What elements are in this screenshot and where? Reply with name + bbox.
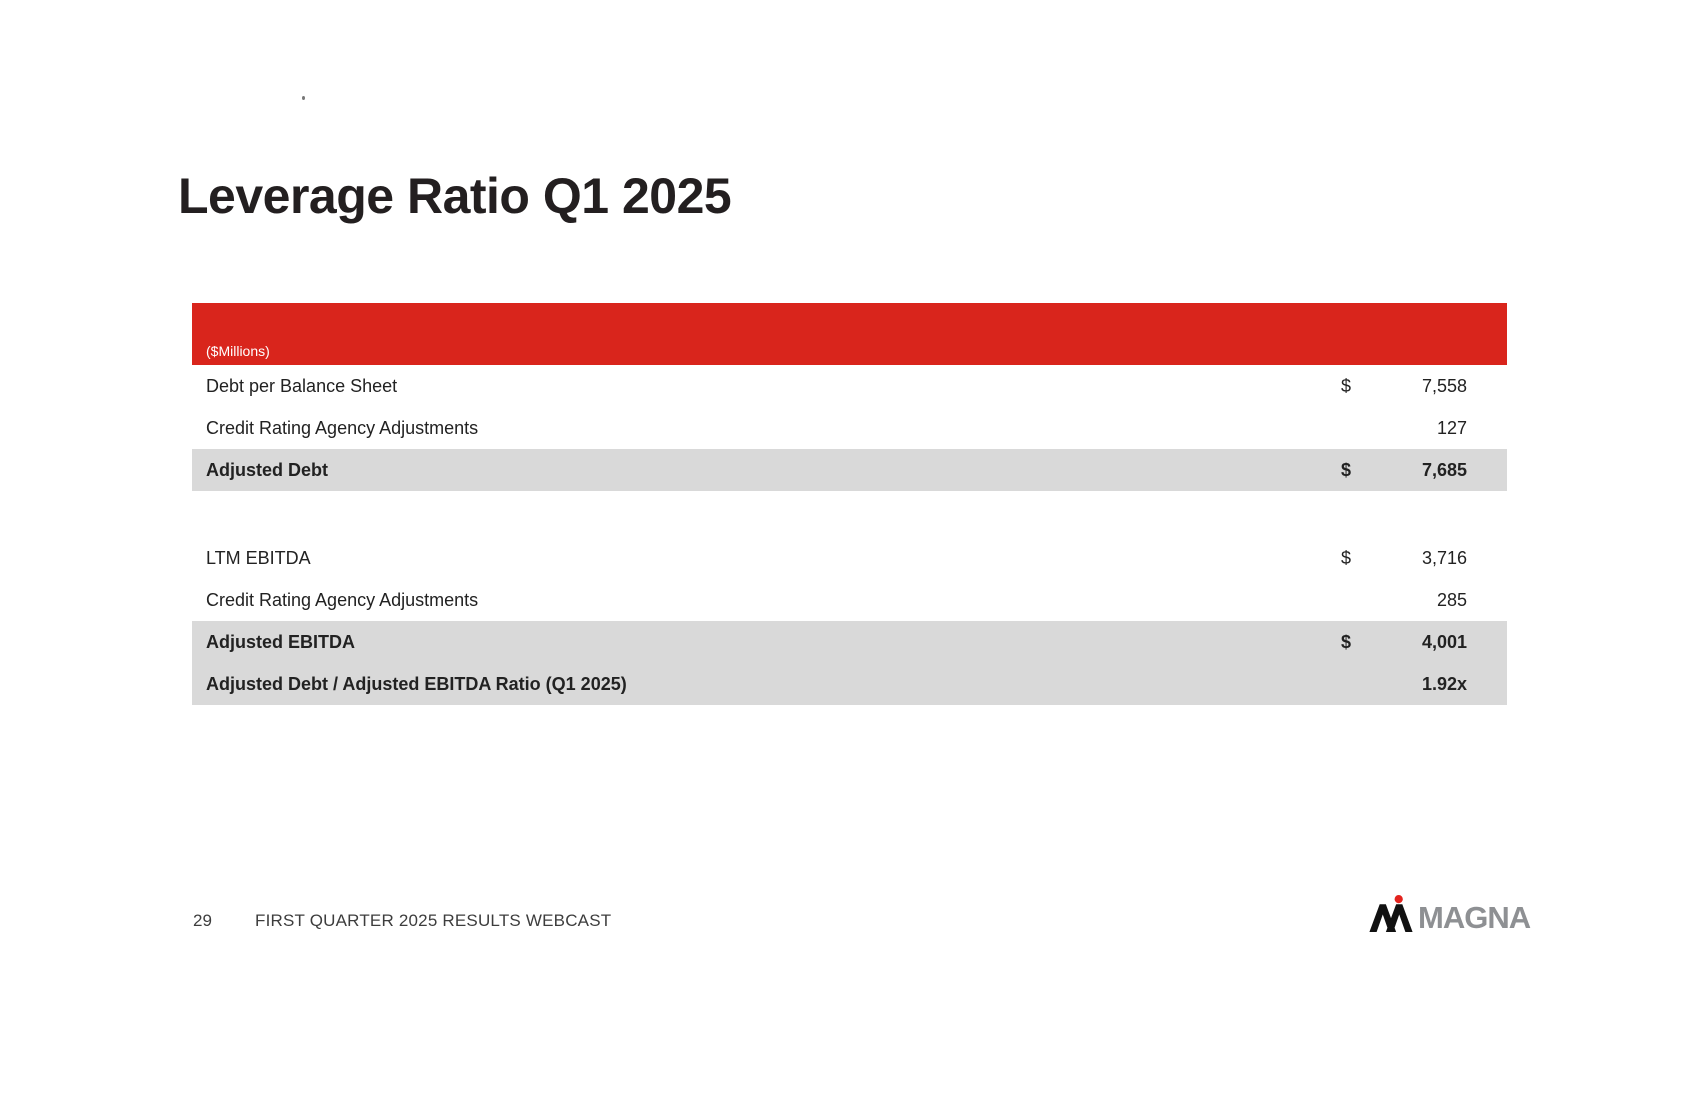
row-label: Credit Rating Agency Adjustments: [206, 417, 479, 438]
row-amount: 285: [1436, 589, 1467, 610]
slide-footer: 29 FIRST QUARTER 2025 RESULTS WEBCAST: [0, 908, 1699, 934]
magna-red-dot: [1394, 895, 1403, 904]
row-amount: 7,685: [1421, 459, 1467, 480]
row-amount: 7,558: [1421, 375, 1467, 396]
table-row: Adjusted Debt / Adjusted EBITDA Ratio (Q…: [192, 663, 1507, 705]
magna-wordmark: MAGNA: [1418, 900, 1531, 936]
slide-title: Leverage Ratio Q1 2025: [178, 168, 732, 224]
row-label: Credit Rating Agency Adjustments: [206, 589, 479, 610]
currency-symbol: $: [1341, 375, 1352, 396]
currency-symbol: $: [1341, 459, 1352, 480]
row-label: Debt per Balance Sheet: [206, 375, 398, 396]
footer-title: FIRST QUARTER 2025 RESULTS WEBCAST: [255, 911, 612, 930]
magna-m-icon: [1369, 895, 1413, 932]
leverage-ratio-table: ($Millions) Debt per Balance Sheet $7,558…: [192, 303, 1507, 705]
row-value-cell: $3,716: [1341, 548, 1467, 569]
row-label: Adjusted EBITDA: [206, 631, 356, 652]
table-row: LTM EBITDA $3,716: [192, 537, 1507, 579]
table-body: Debt per Balance Sheet $7,558 Credit Ratin…: [192, 365, 1507, 705]
table-row: Debt per Balance Sheet $7,558: [192, 365, 1507, 407]
row-value-cell: 1.92x: [1341, 674, 1467, 695]
row-amount: 4,001: [1421, 631, 1467, 652]
row-amount: 3,716: [1421, 547, 1467, 568]
magna-logo: MAGNA: [1369, 895, 1531, 936]
row-value-cell: $4,001: [1341, 632, 1467, 653]
page-number: 29: [193, 911, 212, 930]
row-label: Adjusted Debt / Adjusted EBITDA Ratio (Q…: [206, 673, 627, 694]
row-value-cell: $7,685: [1341, 460, 1467, 481]
row-label: Adjusted Debt: [206, 459, 329, 480]
table-header-band: ($Millions): [192, 303, 1507, 365]
units-note: ($Millions): [206, 343, 270, 359]
currency-symbol: $: [1341, 547, 1352, 568]
currency-symbol: $: [1341, 631, 1352, 652]
table-row: Adjusted Debt $7,685: [192, 449, 1507, 491]
row-value-cell: 285: [1341, 590, 1467, 611]
stray-mark: [302, 96, 305, 100]
table-row: Adjusted EBITDA $4,001: [192, 621, 1507, 663]
section-spacer: [192, 491, 1507, 537]
table-row: Credit Rating Agency Adjustments 285: [192, 579, 1507, 621]
row-value-cell: $7,558: [1341, 376, 1467, 397]
table-row: Credit Rating Agency Adjustments 127: [192, 407, 1507, 449]
row-label: LTM EBITDA: [206, 547, 311, 568]
row-amount: 1.92x: [1421, 673, 1467, 694]
row-value-cell: 127: [1341, 418, 1467, 439]
row-amount: 127: [1436, 417, 1467, 438]
